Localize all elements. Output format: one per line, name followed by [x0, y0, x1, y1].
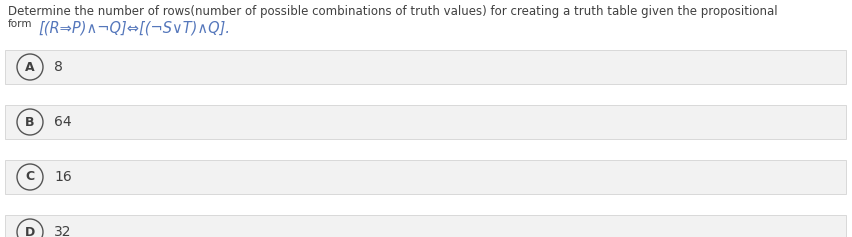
FancyBboxPatch shape [5, 105, 846, 139]
Text: 64: 64 [54, 115, 72, 129]
Text: [(R⇒P)∧¬Q]⇔[(¬S∨T)∧Q].: [(R⇒P)∧¬Q]⇔[(¬S∨T)∧Q]. [38, 20, 230, 35]
Text: D: D [25, 225, 35, 237]
Text: A: A [26, 60, 35, 73]
Text: 8: 8 [54, 60, 63, 74]
Text: 16: 16 [54, 170, 72, 184]
Text: 32: 32 [54, 225, 72, 237]
FancyBboxPatch shape [5, 160, 846, 194]
Text: C: C [26, 170, 35, 183]
Text: Determine the number of rows(number of possible combinations of truth values) fo: Determine the number of rows(number of p… [8, 5, 778, 18]
FancyBboxPatch shape [5, 50, 846, 84]
Text: B: B [26, 115, 35, 128]
Text: form: form [8, 19, 32, 29]
FancyBboxPatch shape [5, 215, 846, 237]
